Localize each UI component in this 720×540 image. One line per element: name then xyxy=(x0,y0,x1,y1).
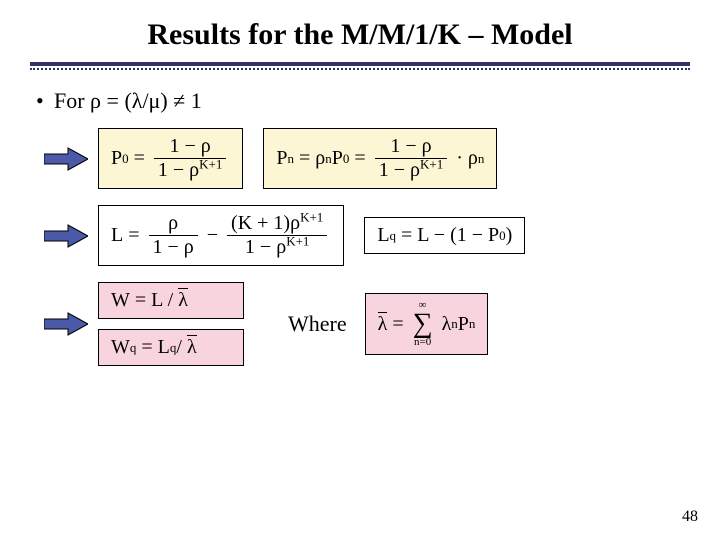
formula-row-1: P0 = 1 − ρ1 − ρK+1 Pn = ρnP0 = 1 − ρ1 − … xyxy=(44,128,690,189)
arrow-icon xyxy=(44,146,88,172)
formula-l: L = ρ1 − ρ − (K + 1)ρK+11 − ρK+1 xyxy=(98,205,344,266)
divider-dotted xyxy=(30,68,690,70)
arrow-icon xyxy=(44,223,88,249)
formula-row-2: L = ρ1 − ρ − (K + 1)ρK+11 − ρK+1 Lq = L … xyxy=(44,205,690,266)
page-number: 48 xyxy=(682,508,698,526)
formula-lq: Lq = L − (1 − P0) xyxy=(364,217,525,254)
formula-p0: P0 = 1 − ρ1 − ρK+1 xyxy=(98,128,243,189)
formula-wq: Wq = Lq / λ xyxy=(98,329,244,366)
bullet-text: For ρ = (λ/μ) ≠ 1 xyxy=(54,88,202,113)
where-label: Where xyxy=(288,311,347,337)
formula-lambda-bar: λ = ∞∑n=0 λnPn xyxy=(365,293,489,354)
slide-title: Results for the M/M/1/K – Model xyxy=(30,18,690,52)
bullet-line: •For ρ = (λ/μ) ≠ 1 xyxy=(36,88,690,114)
formula-w-group: W = L / λ Wq = Lq / λ xyxy=(98,282,264,366)
formula-row-3: W = L / λ Wq = Lq / λ Where λ = ∞∑n=0 λn… xyxy=(44,282,690,366)
formula-w: W = L / λ xyxy=(98,282,244,319)
arrow-icon xyxy=(44,311,88,337)
divider-thick xyxy=(30,62,690,66)
formula-pn: Pn = ρnP0 = 1 − ρ1 − ρK+1 · ρn xyxy=(263,128,497,189)
